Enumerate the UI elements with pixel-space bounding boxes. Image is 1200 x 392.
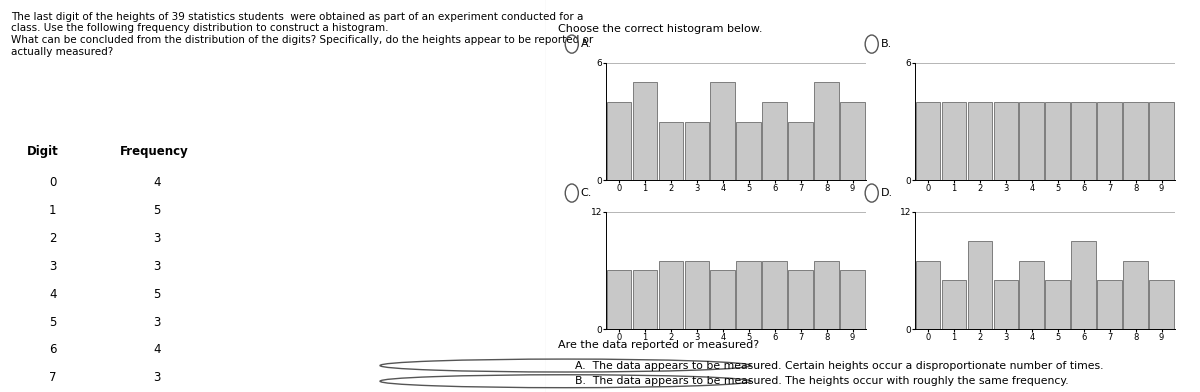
Text: 4: 4 (152, 176, 161, 189)
Bar (967, 241, 992, 329)
Text: Choose the correct histogram below.: Choose the correct histogram below. (558, 24, 762, 34)
Bar (762, 102, 787, 180)
Bar (659, 261, 683, 329)
Text: 3: 3 (152, 260, 161, 273)
Text: 5: 5 (152, 204, 161, 217)
Bar (815, 82, 839, 180)
Bar (815, 261, 839, 329)
Bar (840, 102, 865, 180)
Bar (737, 122, 761, 180)
Bar (1123, 102, 1148, 180)
Text: 5: 5 (49, 316, 56, 328)
Text: Frequency: Frequency (120, 145, 188, 158)
Bar (632, 82, 658, 180)
Bar (1123, 261, 1148, 329)
Text: 4: 4 (49, 288, 56, 301)
Bar (942, 280, 966, 329)
Text: 2: 2 (49, 232, 56, 245)
Text: 0: 0 (49, 176, 56, 189)
Bar (788, 122, 812, 180)
Text: 4: 4 (152, 343, 161, 356)
Bar (1097, 280, 1122, 329)
Text: 6: 6 (49, 343, 56, 356)
Bar (1020, 261, 1044, 329)
Bar (967, 102, 992, 180)
Bar (762, 261, 787, 329)
Bar (788, 270, 812, 329)
Bar (632, 270, 658, 329)
Bar (607, 102, 631, 180)
Bar (916, 102, 941, 180)
Text: D.: D. (881, 188, 893, 198)
Text: 3: 3 (152, 316, 161, 328)
Text: A.: A. (581, 39, 592, 49)
Text: 3: 3 (152, 371, 161, 384)
Text: 7: 7 (49, 371, 56, 384)
Text: Are the data reported or measured?: Are the data reported or measured? (558, 340, 760, 350)
Bar (1150, 280, 1174, 329)
Bar (840, 270, 865, 329)
Bar (737, 261, 761, 329)
Text: C.: C. (581, 188, 592, 198)
Bar (1072, 102, 1096, 180)
Text: A.  The data appears to be measured. Certain heights occur a disproportionate nu: A. The data appears to be measured. Cert… (575, 361, 1104, 370)
Text: 5: 5 (152, 288, 161, 301)
Text: The last digit of the heights of 39 statistics students  were obtained as part o: The last digit of the heights of 39 stat… (11, 12, 593, 56)
Bar (1072, 241, 1096, 329)
Bar (994, 280, 1018, 329)
Bar (710, 270, 736, 329)
Bar (1045, 280, 1070, 329)
Bar (1097, 102, 1122, 180)
Bar (994, 102, 1018, 180)
Bar (659, 122, 683, 180)
Bar (916, 261, 941, 329)
Bar (1020, 102, 1044, 180)
Bar (1045, 102, 1070, 180)
Bar (1150, 102, 1174, 180)
Text: 1: 1 (49, 204, 56, 217)
Text: 3: 3 (152, 232, 161, 245)
Text: B.: B. (881, 39, 892, 49)
Text: Digit: Digit (28, 145, 59, 158)
Bar (710, 82, 736, 180)
Bar (942, 102, 966, 180)
Bar (684, 261, 709, 329)
Bar (684, 122, 709, 180)
Text: B.  The data appears to be measured. The heights occur with roughly the same fre: B. The data appears to be measured. The … (575, 376, 1069, 386)
Bar (607, 270, 631, 329)
Text: 3: 3 (49, 260, 56, 273)
